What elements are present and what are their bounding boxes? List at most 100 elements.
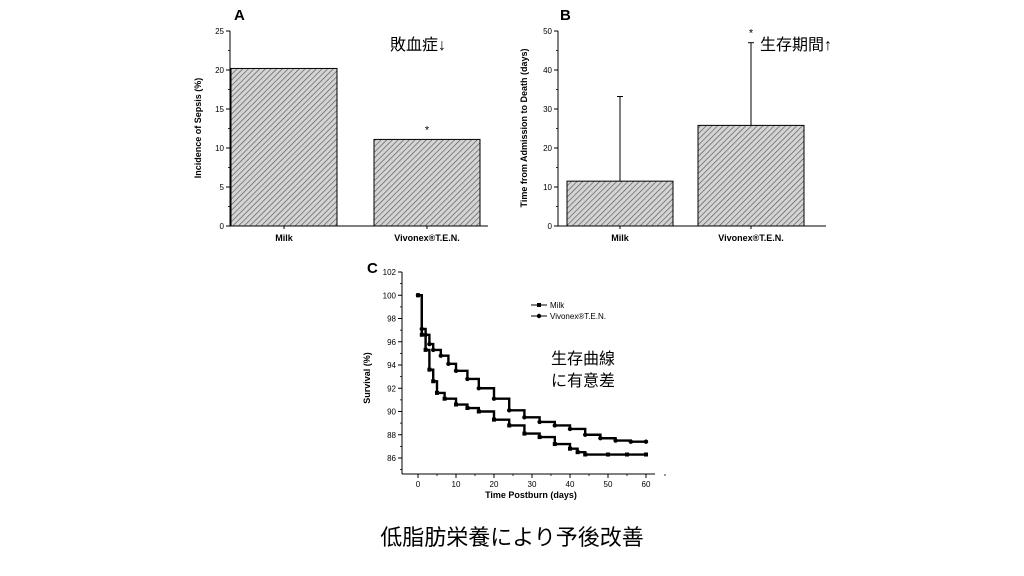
significance-marker: * <box>425 124 430 136</box>
data-point <box>476 409 481 414</box>
data-point <box>644 452 648 457</box>
legend-marker-circle <box>536 313 542 319</box>
data-point <box>522 431 527 436</box>
data-point <box>537 435 542 440</box>
x-tick-label: 10 <box>452 480 461 489</box>
panel-a-sepsis-chart: A 敗血症↓ 0 5 10 15 20 25 Milk Vivonex®T.E.N. * In… <box>193 7 488 243</box>
data-point <box>643 439 649 444</box>
data-point <box>491 396 497 401</box>
legend-label: Vivonex®T.E.N. <box>550 312 606 321</box>
significance-marker: * <box>749 28 754 40</box>
data-point <box>575 450 580 455</box>
panel-a-y-axis-title: Incidence of Sepsis (%) <box>193 78 203 179</box>
data-point <box>492 417 496 422</box>
panel-a-letter: A <box>234 7 245 24</box>
y-tick-label: 86 <box>387 454 396 463</box>
y-tick-label: 94 <box>387 361 396 370</box>
data-point <box>625 452 629 457</box>
y-tick-label: 25 <box>215 27 224 36</box>
y-tick-label: 50 <box>543 27 552 36</box>
data-point <box>507 423 512 428</box>
data-point <box>507 408 512 413</box>
data-point <box>423 332 428 337</box>
legend-label: Milk <box>550 301 565 310</box>
x-tick-label: 50 <box>604 480 613 489</box>
data-point <box>537 419 542 425</box>
bar <box>566 180 674 227</box>
data-point <box>606 452 610 457</box>
y-tick-label: 10 <box>215 144 224 153</box>
y-tick-label: 30 <box>543 105 552 114</box>
y-tick-label: 15 <box>215 105 224 114</box>
data-point <box>454 402 458 407</box>
panel-b-letter: B <box>560 7 571 24</box>
y-tick-label: 90 <box>387 408 396 417</box>
x-category-label: Milk <box>611 233 629 243</box>
y-tick-label: 20 <box>543 144 552 153</box>
series-line-vivonex <box>418 294 646 443</box>
panel-a-bars: * <box>230 67 481 227</box>
panel-c-legend: Milk Vivonex®T.E.N. <box>531 301 606 321</box>
panel-c-annotation-line-1: 生存曲線 <box>551 350 615 368</box>
x-tick-label: 0 <box>416 480 421 489</box>
y-tick-label: 0 <box>220 222 225 231</box>
data-point <box>415 293 421 298</box>
x-category-label: Vivonex®T.E.N. <box>394 233 460 243</box>
y-tick-label: 96 <box>387 338 396 347</box>
y-tick-label: 92 <box>387 384 396 393</box>
y-tick-label: 0 <box>548 222 553 231</box>
data-point <box>427 341 432 347</box>
data-point <box>419 326 424 332</box>
data-point <box>438 353 443 358</box>
x-tick-label: 40 <box>566 480 575 489</box>
data-point <box>583 452 588 457</box>
x-tick-label: 20 <box>490 480 499 489</box>
x-tick-label: 30 <box>528 480 537 489</box>
data-point <box>442 396 447 401</box>
legend-marker-square <box>537 303 541 307</box>
panel-c-x-axis-title: Time Postburn (days) <box>485 490 577 500</box>
data-point <box>435 390 439 395</box>
data-point <box>419 332 424 337</box>
y-tick-label: 10 <box>543 183 552 192</box>
panel-c-y-axis-title: Survival (%) <box>362 352 372 404</box>
data-point <box>446 361 451 367</box>
data-point <box>628 439 633 444</box>
panel-c-annotation-line-2: に有意差 <box>551 371 615 390</box>
data-point <box>598 436 603 441</box>
bar <box>373 138 481 227</box>
bar <box>697 124 805 227</box>
x-category-label: Vivonex®T.E.N. <box>718 233 784 243</box>
panel-c-series <box>415 293 649 457</box>
y-tick-label: 20 <box>215 66 224 75</box>
panel-a-annotation: 敗血症↓ <box>390 36 446 54</box>
y-tick-label: 100 <box>383 291 397 300</box>
x-tick-label: 60 <box>642 480 651 489</box>
data-point <box>567 426 573 432</box>
data-point <box>583 432 588 437</box>
data-point <box>427 367 432 372</box>
panel-c-letter: C <box>367 260 378 277</box>
data-point <box>465 376 470 382</box>
slide-caption: 低脂肪栄養により予後改善 <box>380 526 644 551</box>
y-tick-label: 5 <box>220 183 225 192</box>
data-point <box>453 368 459 374</box>
data-point <box>431 347 436 353</box>
y-tick-label: 98 <box>387 315 396 324</box>
panel-b-y-axis-title: Time from Admission to Death (days) <box>519 48 529 207</box>
y-tick-label: 88 <box>387 431 396 440</box>
data-point <box>568 446 572 451</box>
data-point <box>423 347 428 352</box>
y-tick-label: 40 <box>543 66 552 75</box>
data-point <box>613 438 618 443</box>
x-category-label: Milk <box>275 233 293 243</box>
data-point <box>465 406 470 411</box>
bar <box>230 67 338 227</box>
data-point <box>552 423 557 428</box>
panel-b-annotation: 生存期間↑ <box>760 36 832 54</box>
data-point <box>522 415 527 420</box>
